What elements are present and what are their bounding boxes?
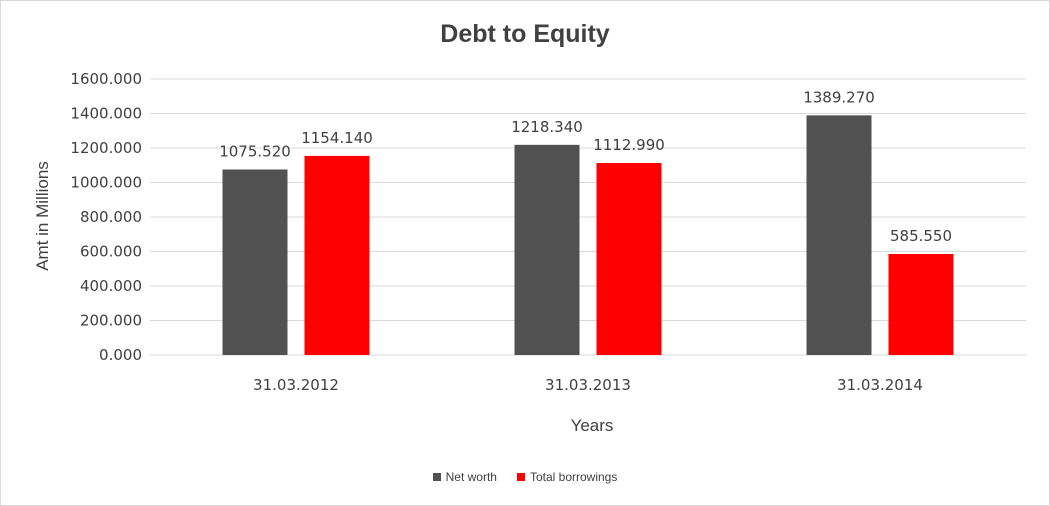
data-label: 1218.340 (511, 118, 583, 136)
legend-swatch-net-worth (432, 473, 441, 481)
bar-total-borrowings-1 (304, 155, 370, 355)
y-tick-label: 200.000 (80, 312, 142, 330)
y-tick-label: 600.000 (80, 243, 142, 261)
data-label: 1154.140 (301, 129, 373, 147)
legend-item-total-borrowings: Total borrowings (516, 470, 618, 484)
y-tick-label: 0.000 (99, 346, 142, 364)
y-tick-label: 1400.000 (70, 105, 142, 123)
x-tick-label: 31.03.2014 (837, 376, 923, 394)
legend-swatch-total-borrowings (516, 473, 525, 481)
bar-net-worth-3 (806, 115, 872, 355)
bar-total-borrowings-2 (596, 163, 662, 355)
y-tick-label: 1000.000 (70, 174, 142, 192)
bar-net-worth-2 (514, 144, 580, 355)
data-label: 1112.990 (593, 136, 665, 154)
legend: Net worth Total borrowings (0, 470, 1050, 484)
y-tick-label: 800.000 (80, 208, 142, 226)
legend-item-net-worth: Net worth (432, 470, 497, 484)
y-tick-label: 400.000 (80, 277, 142, 295)
legend-label-total-borrowings: Total borrowings (529, 470, 618, 484)
data-label: 1389.270 (803, 88, 875, 106)
legend-label-net-worth: Net worth (445, 470, 497, 484)
bar-total-borrowings-3 (888, 253, 954, 355)
chart-title: Debt to Equity (440, 20, 610, 48)
data-label: 1075.520 (219, 142, 291, 160)
y-axis-title: Amt in Millions (33, 161, 52, 271)
x-axis-ticks: 31.03.2012 31.03.2013 31.03.2014 (253, 376, 923, 394)
y-axis-ticks: 0.000 200.000 400.000 600.000 800.000 1000.00… (70, 70, 142, 364)
bars (222, 115, 954, 355)
y-tick-label: 1600.000 (70, 70, 142, 88)
x-axis-title: Years (571, 416, 614, 435)
x-tick-label: 31.03.2013 (545, 376, 631, 394)
bar-net-worth-1 (222, 169, 288, 355)
x-tick-label: 31.03.2012 (253, 376, 339, 394)
y-tick-label: 1200.000 (70, 139, 142, 157)
gridlines (150, 78, 1026, 356)
data-labels: 1075.520 1154.140 1218.340 1112.990 1389.270… (219, 88, 952, 245)
data-label: 585.550 (890, 227, 952, 245)
